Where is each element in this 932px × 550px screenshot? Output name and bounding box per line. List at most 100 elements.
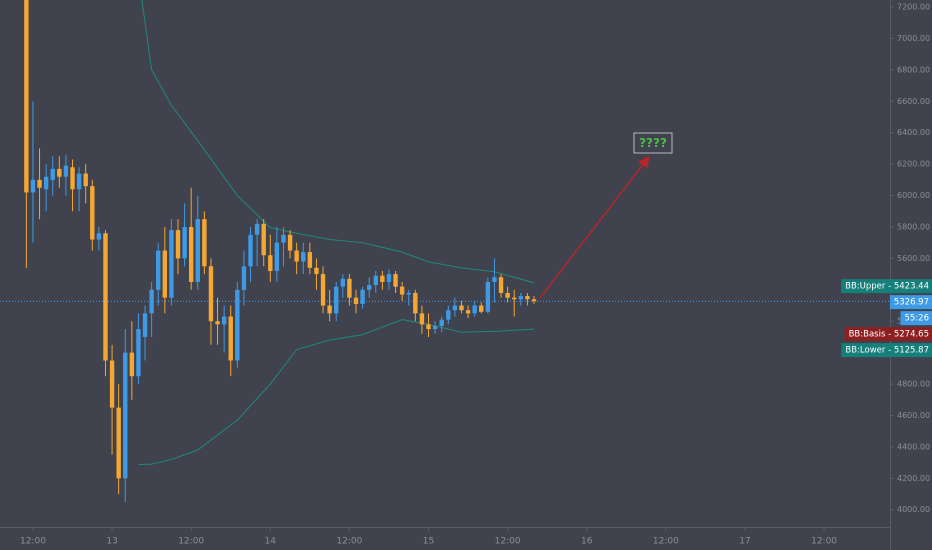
candle-body: [479, 305, 484, 312]
candle-body: [63, 165, 69, 177]
candle-body: [426, 324, 431, 330]
candle-body: [492, 277, 497, 282]
candle-body: [37, 179, 42, 188]
y-tick-label: 4000.00: [897, 505, 930, 514]
candle-body: [432, 325, 438, 330]
y-tick-label: 5600.00: [897, 254, 930, 263]
countdown-box: [900, 311, 932, 326]
y-tick-label: 6200.00: [897, 160, 930, 169]
candle-body: [274, 242, 280, 271]
x-tick-label: 12:00: [20, 537, 46, 547]
price-tag: 5326.97 55:26: [889, 295, 932, 326]
candle-body: [202, 219, 207, 267]
price-tag-label: BB:Lower - 5125.87: [845, 346, 929, 356]
candle-body: [30, 179, 36, 193]
candle-body: [248, 234, 253, 267]
candle-body: [307, 252, 313, 268]
x-tick-label: 16: [581, 537, 593, 547]
candle-body: [96, 233, 102, 240]
candle-body: [182, 226, 187, 259]
y-tick-label: 6000.00: [897, 191, 930, 200]
candle-body: [320, 274, 326, 306]
candle-body: [109, 360, 115, 408]
y-tick-label: 5800.00: [897, 222, 930, 231]
price-tag-label: BB:Basis - 5274.65: [849, 330, 929, 340]
candle-body: [366, 285, 372, 290]
countdown: 55:26: [905, 314, 930, 324]
candle-body: [90, 186, 95, 240]
candle-body: [208, 266, 214, 322]
candle-body: [314, 267, 319, 275]
x-tick-label: 13: [106, 537, 117, 547]
candle-body: [399, 286, 405, 295]
y-tick-label: 7200.00: [897, 3, 930, 12]
candle-body: [360, 289, 365, 304]
candle-body: [472, 305, 477, 314]
candle-body: [175, 230, 181, 259]
candle-body: [386, 274, 392, 282]
candle-body: [24, 0, 29, 193]
candle-body: [301, 252, 306, 262]
plot-area: [0, 0, 890, 502]
annotation: ????: [639, 136, 667, 150]
x-tick-label: 12:00: [336, 537, 362, 547]
bb-upper: [141, 0, 535, 284]
candle-body: [287, 234, 293, 251]
candle-body: [261, 223, 266, 256]
price-tag-label: BB:Upper - 5423.44: [845, 282, 929, 292]
candle-body: [525, 296, 530, 300]
candle-body: [235, 289, 240, 361]
candle-body: [162, 250, 168, 298]
y-tick-label: 6800.00: [897, 65, 930, 74]
candle-body: [169, 230, 174, 298]
candle-body: [406, 292, 411, 295]
candle-body: [241, 266, 247, 290]
candle-body: [149, 289, 154, 314]
x-tick-label: 12:00: [178, 537, 204, 547]
candle-body: [50, 168, 55, 180]
candle-body: [380, 275, 385, 282]
candle-body: [327, 305, 332, 314]
candle-body: [57, 168, 62, 177]
candle-body: [452, 305, 458, 311]
forecast-arrow: [539, 155, 650, 299]
candle-body: [129, 352, 135, 377]
price-tag-box: [841, 279, 932, 294]
candle-body: [43, 176, 49, 190]
bb-lower: [138, 319, 535, 466]
candle-body: [340, 278, 346, 287]
candle-body: [228, 316, 233, 361]
candle-body: [221, 316, 227, 325]
candle-body: [254, 223, 260, 235]
candle-body: [76, 173, 82, 190]
candle-body: [347, 278, 352, 298]
price-tag-box: [844, 327, 932, 342]
price-tag: BB:Lower - 5125.87: [841, 343, 932, 358]
candle-body: [393, 274, 398, 287]
candle-body: [215, 321, 220, 325]
candle-body: [123, 352, 128, 479]
candle-body: [195, 219, 200, 282]
candle-body: [268, 255, 273, 271]
price-tag: BB:Upper - 5423.44: [841, 279, 932, 294]
candle-body: [505, 292, 510, 298]
candle-body: [142, 313, 148, 337]
price-tag-box: [841, 343, 932, 358]
y-tick-label: 6600.00: [897, 97, 930, 106]
y-tick-label: 6400.00: [897, 128, 930, 137]
candle-body: [419, 313, 425, 325]
x-tick-label: 15: [423, 537, 434, 547]
candle-body: [116, 407, 121, 479]
price-tag-label: 5326.97: [894, 298, 929, 308]
price-tag-box: [889, 295, 932, 310]
annotation-box: [633, 132, 673, 154]
x-tick-label: 17: [739, 537, 750, 547]
price-tag: BB:Basis - 5274.65: [844, 327, 932, 342]
candle-body: [353, 297, 359, 304]
candle-body: [446, 310, 451, 320]
candle-body: [281, 234, 286, 243]
x-tick-label: 12:00: [811, 537, 837, 547]
y-tick-label: 4400.00: [897, 442, 930, 451]
x-tick-label: 14: [265, 537, 277, 547]
